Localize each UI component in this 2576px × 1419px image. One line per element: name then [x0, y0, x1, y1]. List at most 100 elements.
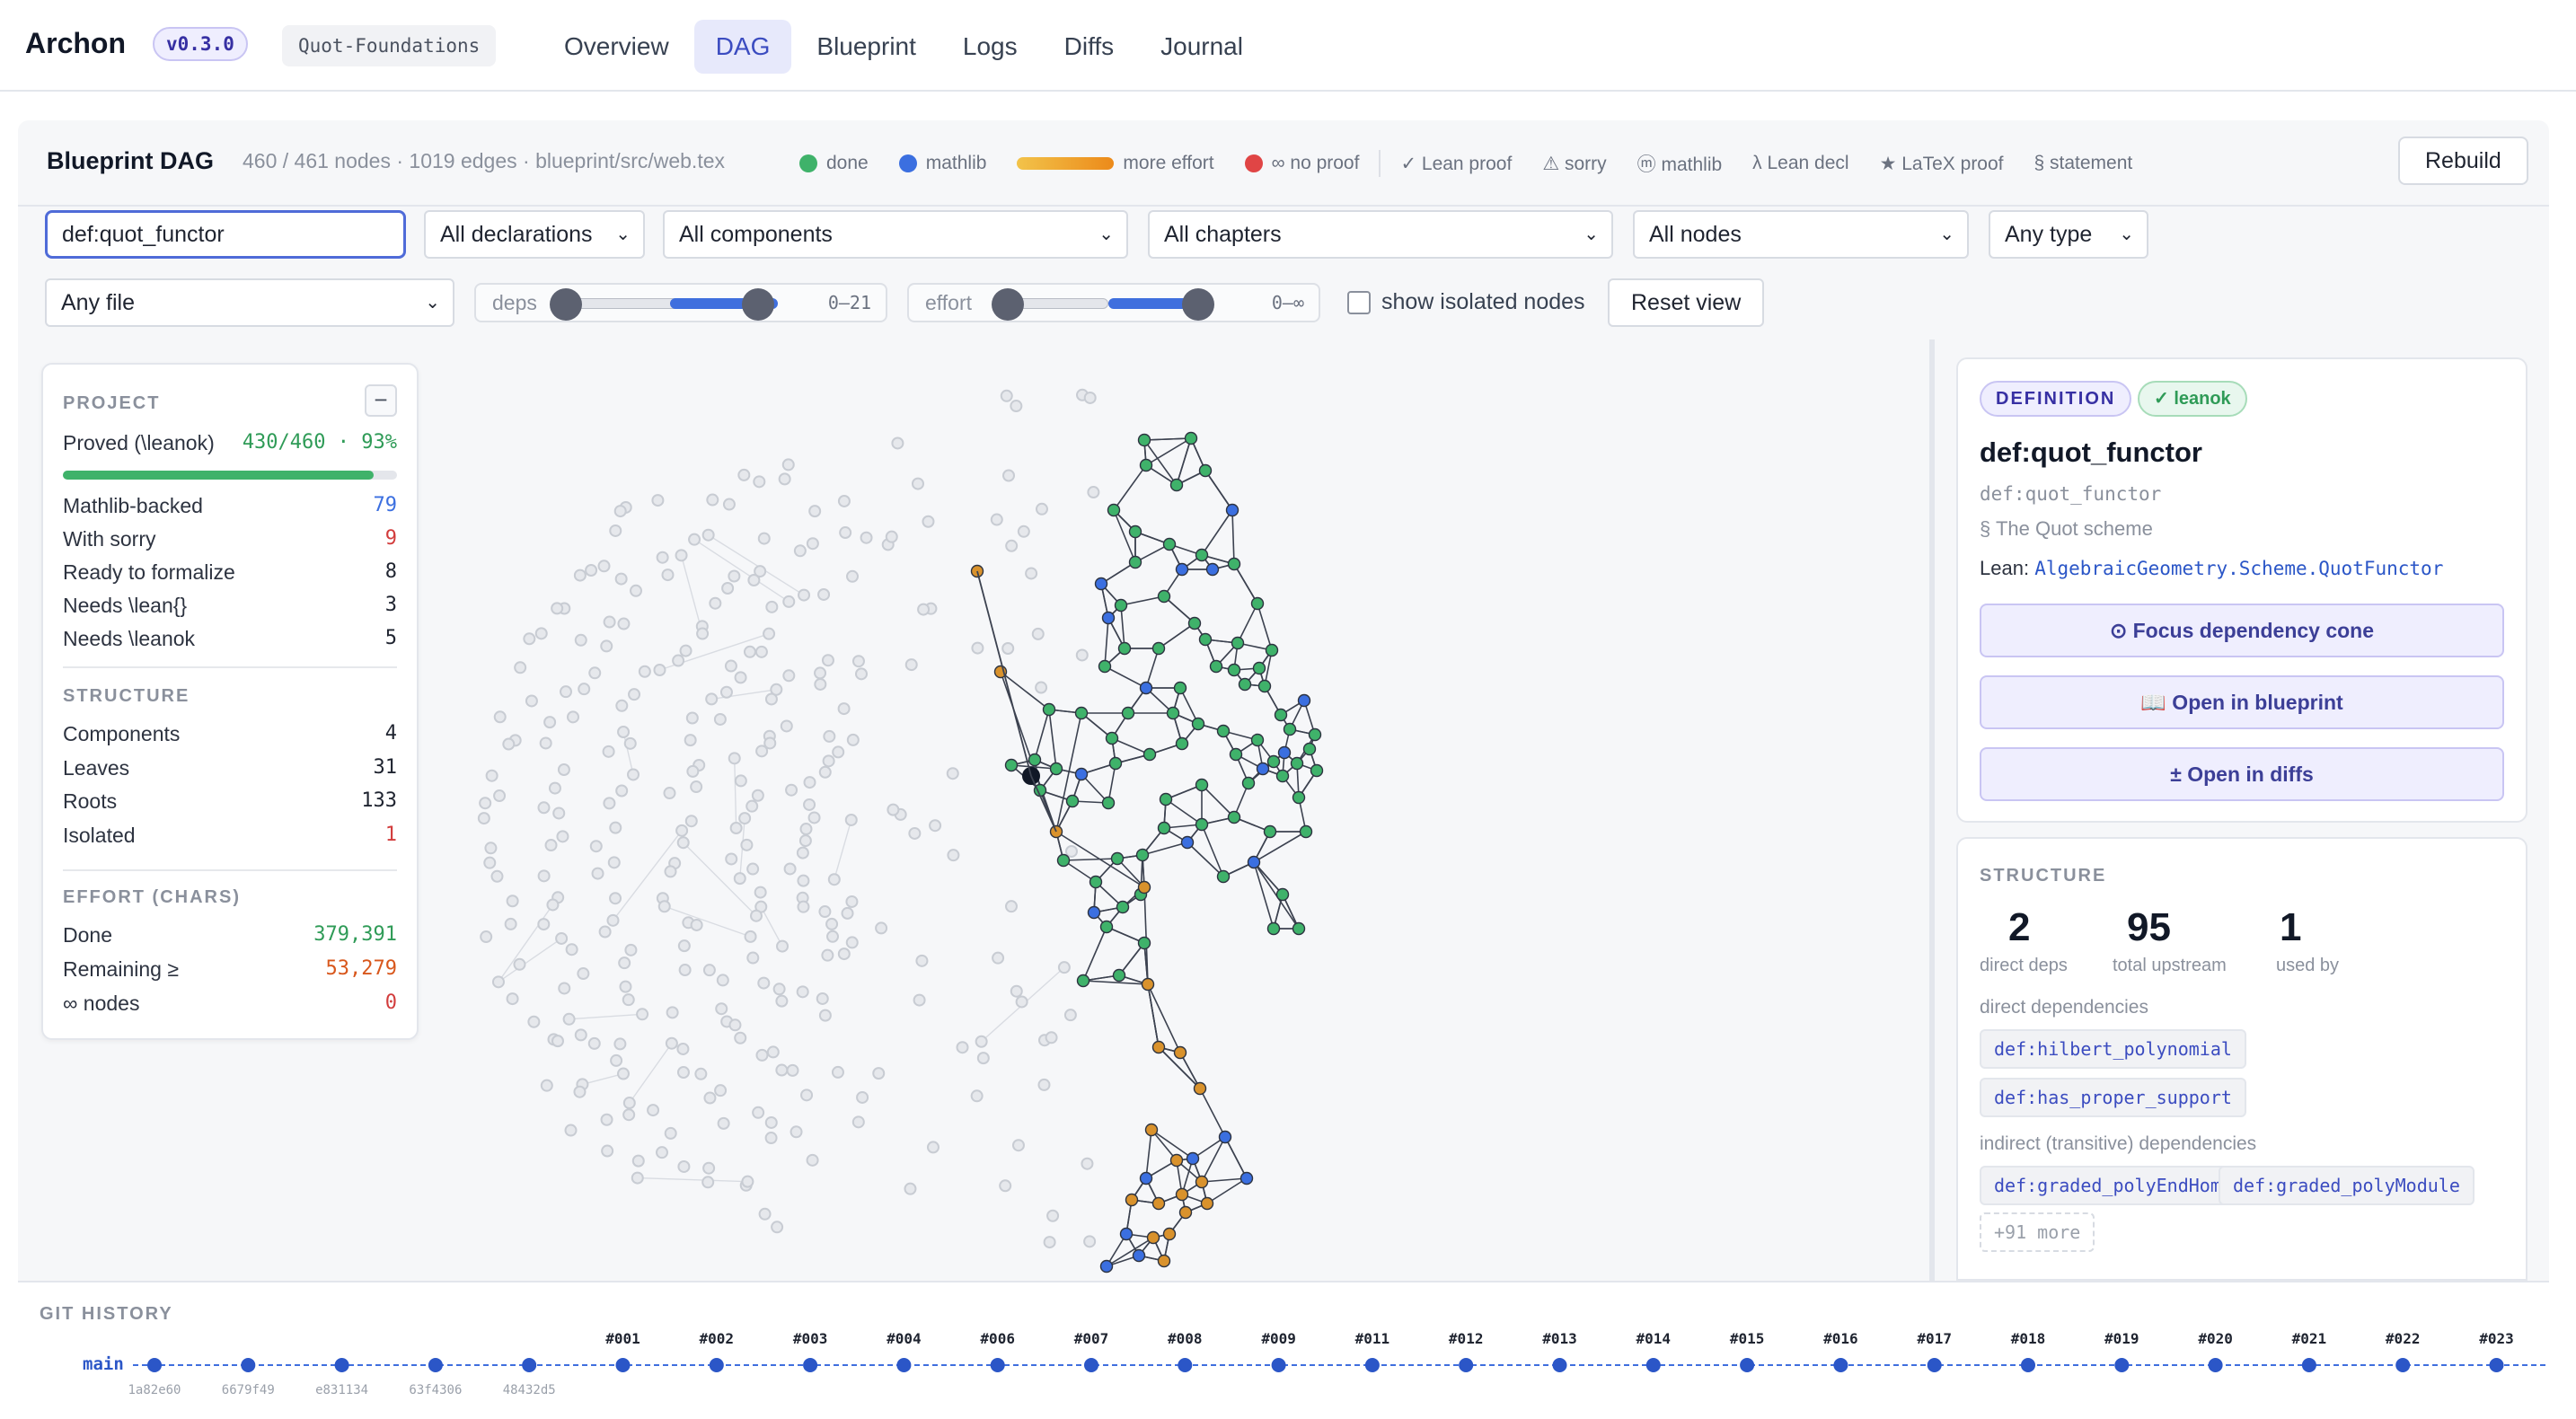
- faded-node[interactable]: [1005, 539, 1019, 552]
- faded-node[interactable]: [766, 1045, 780, 1059]
- faded-node[interactable]: [817, 587, 831, 601]
- graph-node[interactable]: [1299, 824, 1313, 839]
- faded-node[interactable]: [999, 1179, 1012, 1193]
- faded-node[interactable]: [793, 544, 807, 558]
- faded-node[interactable]: [1010, 400, 1023, 413]
- faded-node[interactable]: [719, 685, 733, 699]
- faded-node[interactable]: [775, 1063, 789, 1077]
- faded-node[interactable]: [728, 1018, 742, 1032]
- graph-node[interactable]: [1128, 524, 1142, 539]
- graph-node[interactable]: [1308, 727, 1322, 742]
- graph-node[interactable]: [1137, 880, 1151, 895]
- faded-node[interactable]: [664, 865, 677, 878]
- faded-node[interactable]: [780, 719, 793, 733]
- chapters-select[interactable]: All chapters ⌄: [1148, 210, 1613, 259]
- graph-node[interactable]: [1184, 431, 1198, 445]
- graph-node[interactable]: [1238, 677, 1252, 692]
- faded-node[interactable]: [1000, 389, 1013, 402]
- faded-node[interactable]: [631, 1171, 644, 1185]
- faded-node[interactable]: [782, 669, 796, 683]
- graph-node[interactable]: [1198, 632, 1213, 647]
- faded-node[interactable]: [706, 493, 719, 507]
- graph-node[interactable]: [1098, 659, 1112, 674]
- faded-node[interactable]: [591, 867, 604, 880]
- graph-node[interactable]: [1178, 1205, 1193, 1220]
- commit-node[interactable]: [2489, 1358, 2504, 1372]
- faded-node[interactable]: [806, 537, 819, 551]
- faded-node[interactable]: [837, 702, 851, 716]
- tab-logs[interactable]: Logs: [962, 32, 1018, 60]
- graph-node[interactable]: [1195, 817, 1209, 832]
- commit-node[interactable]: [1740, 1358, 1755, 1372]
- faded-node[interactable]: [797, 900, 810, 913]
- faded-node[interactable]: [1043, 1236, 1056, 1249]
- faded-node[interactable]: [860, 531, 873, 544]
- commit-node[interactable]: [1927, 1358, 1942, 1372]
- graph-node[interactable]: [1218, 1130, 1232, 1144]
- graph-node[interactable]: [1173, 1045, 1187, 1060]
- graph-node[interactable]: [1119, 1227, 1134, 1241]
- graph-node[interactable]: [1108, 756, 1123, 771]
- faded-node[interactable]: [826, 930, 840, 943]
- faded-node[interactable]: [827, 873, 841, 886]
- effort-min-handle[interactable]: [992, 288, 1024, 321]
- faded-node[interactable]: [917, 603, 931, 616]
- faded-node[interactable]: [597, 560, 611, 573]
- faded-node[interactable]: [733, 872, 746, 886]
- graph-node[interactable]: [1302, 742, 1317, 756]
- commit-node[interactable]: [896, 1358, 912, 1372]
- faded-node[interactable]: [607, 856, 621, 869]
- faded-node[interactable]: [717, 1116, 730, 1130]
- faded-node[interactable]: [647, 1104, 660, 1117]
- faded-node[interactable]: [477, 812, 490, 825]
- faded-node[interactable]: [490, 869, 504, 883]
- graph-node[interactable]: [1209, 659, 1223, 674]
- faded-node[interactable]: [887, 803, 900, 816]
- faded-node[interactable]: [523, 632, 536, 646]
- faded-node[interactable]: [493, 789, 507, 803]
- faded-node[interactable]: [544, 839, 558, 852]
- graph-node[interactable]: [1105, 731, 1119, 745]
- faded-node[interactable]: [1031, 627, 1045, 640]
- faded-node[interactable]: [755, 1048, 769, 1062]
- faded-node[interactable]: [976, 1052, 990, 1065]
- faded-node[interactable]: [638, 665, 651, 678]
- faded-node[interactable]: [696, 627, 710, 640]
- faded-node[interactable]: [684, 815, 698, 828]
- faded-node[interactable]: [705, 692, 719, 706]
- faded-node[interactable]: [831, 1065, 844, 1079]
- graph-node[interactable]: [1169, 1153, 1184, 1168]
- faded-node[interactable]: [1025, 567, 1038, 580]
- file-select[interactable]: Any file ⌄: [45, 278, 454, 327]
- faded-node[interactable]: [661, 568, 675, 582]
- type-select[interactable]: Any type ⌄: [1989, 210, 2148, 259]
- faded-node[interactable]: [603, 797, 616, 810]
- faded-node[interactable]: [602, 745, 615, 758]
- graph-node[interactable]: [1200, 1196, 1214, 1211]
- faded-node[interactable]: [1064, 844, 1078, 858]
- graph-node[interactable]: [1227, 810, 1241, 824]
- faded-node[interactable]: [837, 947, 851, 961]
- project-selector[interactable]: Quot-Foundations: [282, 25, 497, 66]
- graph-node[interactable]: [1132, 1248, 1146, 1263]
- graph-node[interactable]: [1292, 921, 1306, 936]
- faded-node[interactable]: [749, 909, 763, 922]
- faded-node[interactable]: [764, 1115, 778, 1129]
- faded-node[interactable]: [738, 812, 752, 825]
- faded-node[interactable]: [728, 752, 741, 765]
- faded-node[interactable]: [776, 939, 790, 953]
- faded-node[interactable]: [904, 1182, 917, 1195]
- faded-node[interactable]: [1002, 469, 1016, 482]
- faded-node[interactable]: [908, 826, 922, 840]
- graph-node[interactable]: [1142, 747, 1157, 762]
- faded-node[interactable]: [915, 954, 929, 967]
- graph-node[interactable]: [1310, 763, 1324, 778]
- graph-node[interactable]: [1195, 548, 1209, 562]
- faded-node[interactable]: [657, 900, 671, 913]
- graph-node[interactable]: [1256, 762, 1270, 776]
- commit-node[interactable]: [2208, 1358, 2223, 1372]
- faded-node[interactable]: [622, 1108, 636, 1122]
- commit-node[interactable]: [709, 1358, 724, 1372]
- faded-node[interactable]: [617, 726, 631, 739]
- faded-node[interactable]: [845, 895, 859, 908]
